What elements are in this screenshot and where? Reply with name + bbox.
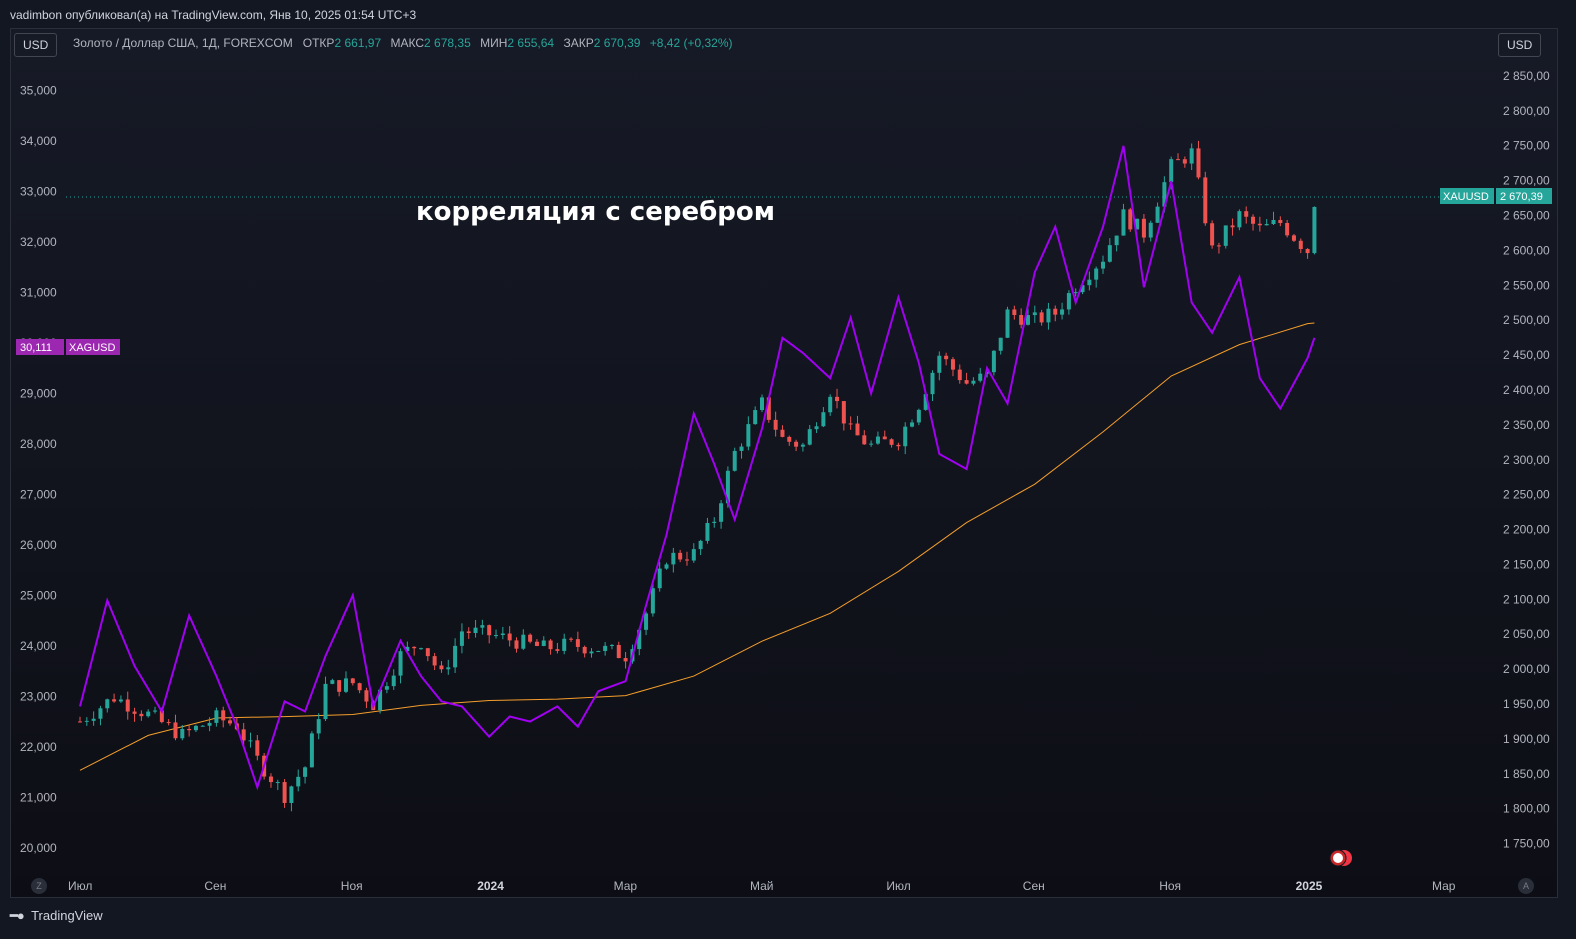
legend-low-label: МИН xyxy=(480,36,508,50)
right-scale-currency-button[interactable]: USD xyxy=(1498,33,1542,57)
legend-close-label: ЗАКР xyxy=(563,36,594,50)
legend-open-value: 2 661,97 xyxy=(334,36,382,50)
legend-low-value: 2 655,64 xyxy=(507,36,555,50)
legend-open-label: ОТКР xyxy=(302,36,335,50)
legend-change: +8,42 (+0,32%) xyxy=(649,36,733,50)
chart-annotation-text[interactable]: корреляция с серебром xyxy=(416,197,775,227)
auto-scale-button[interactable]: A xyxy=(1518,878,1534,894)
legend-high-value: 2 678,35 xyxy=(424,36,471,50)
chart-frame[interactable] xyxy=(10,28,1558,898)
publish-caption-bar: vadimbon опубликовал(а) на TradingView.c… xyxy=(0,0,1576,28)
publish-caption: vadimbon опубликовал(а) на TradingView.c… xyxy=(10,8,417,22)
zoom-reset-button[interactable]: Z xyxy=(31,878,47,894)
tradingview-brand[interactable]: ━● TradingView xyxy=(10,908,103,924)
legend-symbol: Золото / Доллар США, 1Д, FOREXCOM xyxy=(73,36,293,50)
tradingview-logo-icon: ━● xyxy=(10,908,25,923)
symbol-legend: Золото / Доллар США, 1Д, FOREXCOM ОТКР2 … xyxy=(73,36,739,50)
legend-close-value: 2 670,39 xyxy=(593,36,641,50)
legend-high-label: МАКС xyxy=(390,36,425,50)
left-scale-currency-button[interactable]: USD xyxy=(14,33,58,57)
footer-bar: ━● TradingView xyxy=(0,898,1576,939)
brand-name: TradingView xyxy=(31,908,103,923)
